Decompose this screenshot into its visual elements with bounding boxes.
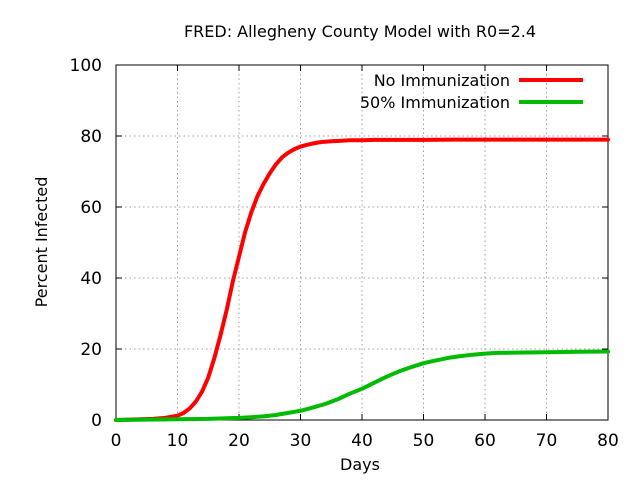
x-axis-label: Days [340, 455, 380, 474]
x-tick-label: 60 [474, 431, 496, 451]
y-tick-label: 100 [70, 56, 102, 76]
y-tick-label: 80 [80, 127, 102, 147]
legend: No Immunization 50% Immunization [360, 71, 583, 112]
axis-ticks: 0 10 20 30 40 50 60 70 80 0 20 40 60 80 100 [70, 56, 619, 451]
y-tick-label: 0 [91, 411, 102, 431]
legend-label: No Immunization [374, 71, 510, 90]
series-line-0 [114, 137, 610, 422]
legend-label: 50% Immunization [360, 93, 510, 112]
y-tick-label: 60 [80, 198, 102, 218]
series-lines [114, 137, 610, 422]
y-tick-label: 20 [80, 340, 102, 360]
series-line-1 [114, 349, 610, 422]
x-tick-label: 30 [290, 431, 312, 451]
x-tick-label: 80 [597, 431, 619, 451]
chart-title: FRED: Allegheny County Model with R0=2.4 [184, 22, 536, 41]
x-tick-label: 10 [167, 431, 189, 451]
grid [116, 65, 608, 420]
x-tick-label: 70 [536, 431, 558, 451]
y-tick-label: 40 [80, 269, 102, 289]
x-tick-label: 0 [111, 431, 122, 451]
x-tick-label: 50 [413, 431, 435, 451]
y-axis-label: Percent Infected [32, 177, 51, 308]
x-tick-label: 20 [228, 431, 250, 451]
x-tick-label: 40 [351, 431, 373, 451]
